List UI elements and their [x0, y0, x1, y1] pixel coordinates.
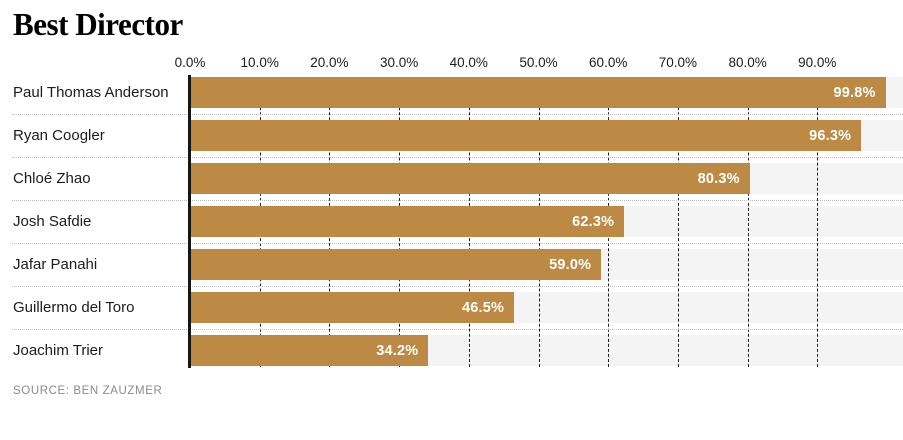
bar: 34.2%: [190, 335, 429, 366]
bar: 46.5%: [190, 292, 515, 323]
bar: 59.0%: [190, 249, 602, 280]
row-label: Jafar Panahi: [13, 256, 98, 273]
bar-value: 62.3%: [572, 213, 615, 230]
x-tick: 10.0%: [240, 55, 279, 70]
row-separator: [12, 286, 903, 287]
source-note: SOURCE: BEN ZAUZMER: [13, 385, 163, 397]
bar: 80.3%: [190, 163, 750, 194]
row-label: Paul Thomas Anderson: [13, 84, 169, 101]
row-separator: [12, 329, 903, 330]
x-tick: 90.0%: [798, 55, 837, 70]
bar-value: 34.2%: [376, 342, 419, 359]
x-tick: 50.0%: [519, 55, 558, 70]
bar: 62.3%: [190, 206, 625, 237]
x-tick: 80.0%: [728, 55, 767, 70]
row-label: Ryan Coogler: [13, 127, 105, 144]
grid-line: [677, 77, 679, 367]
row-label: Guillermo del Toro: [13, 299, 135, 316]
bar-value: 96.3%: [809, 127, 852, 144]
row-separator: [12, 157, 903, 158]
row-label: Josh Safdie: [13, 213, 92, 230]
row-separator: [12, 114, 903, 115]
bar-value: 46.5%: [461, 299, 505, 316]
chart-title: Best Director: [13, 6, 183, 42]
grid-line: [817, 77, 819, 367]
bar-value: 80.3%: [697, 170, 740, 187]
x-axis: 0.0% 10.0% 20.0% 30.0% 40.0% 50.0% 60.0% 70.0% 8…: [0, 55, 903, 73]
row-label: Joachim Trier: [13, 342, 104, 359]
x-tick: 70.0%: [658, 55, 698, 70]
bar: 96.3%: [190, 120, 862, 151]
x-tick: 40.0%: [449, 55, 488, 70]
grid-line: [747, 77, 749, 367]
bar-value: 59.0%: [549, 256, 592, 273]
y-axis-line: [188, 75, 191, 368]
bar-value: 99.8%: [833, 84, 876, 101]
x-tick: 30.0%: [379, 55, 419, 70]
x-tick: 0.0%: [174, 55, 206, 70]
x-tick: 60.0%: [589, 55, 628, 70]
row-separator: [12, 243, 903, 244]
row-separator: [12, 200, 903, 201]
x-tick: 20.0%: [310, 55, 349, 70]
bar: 99.8%: [190, 77, 886, 108]
row-label: Chloé Zhao: [13, 170, 91, 187]
